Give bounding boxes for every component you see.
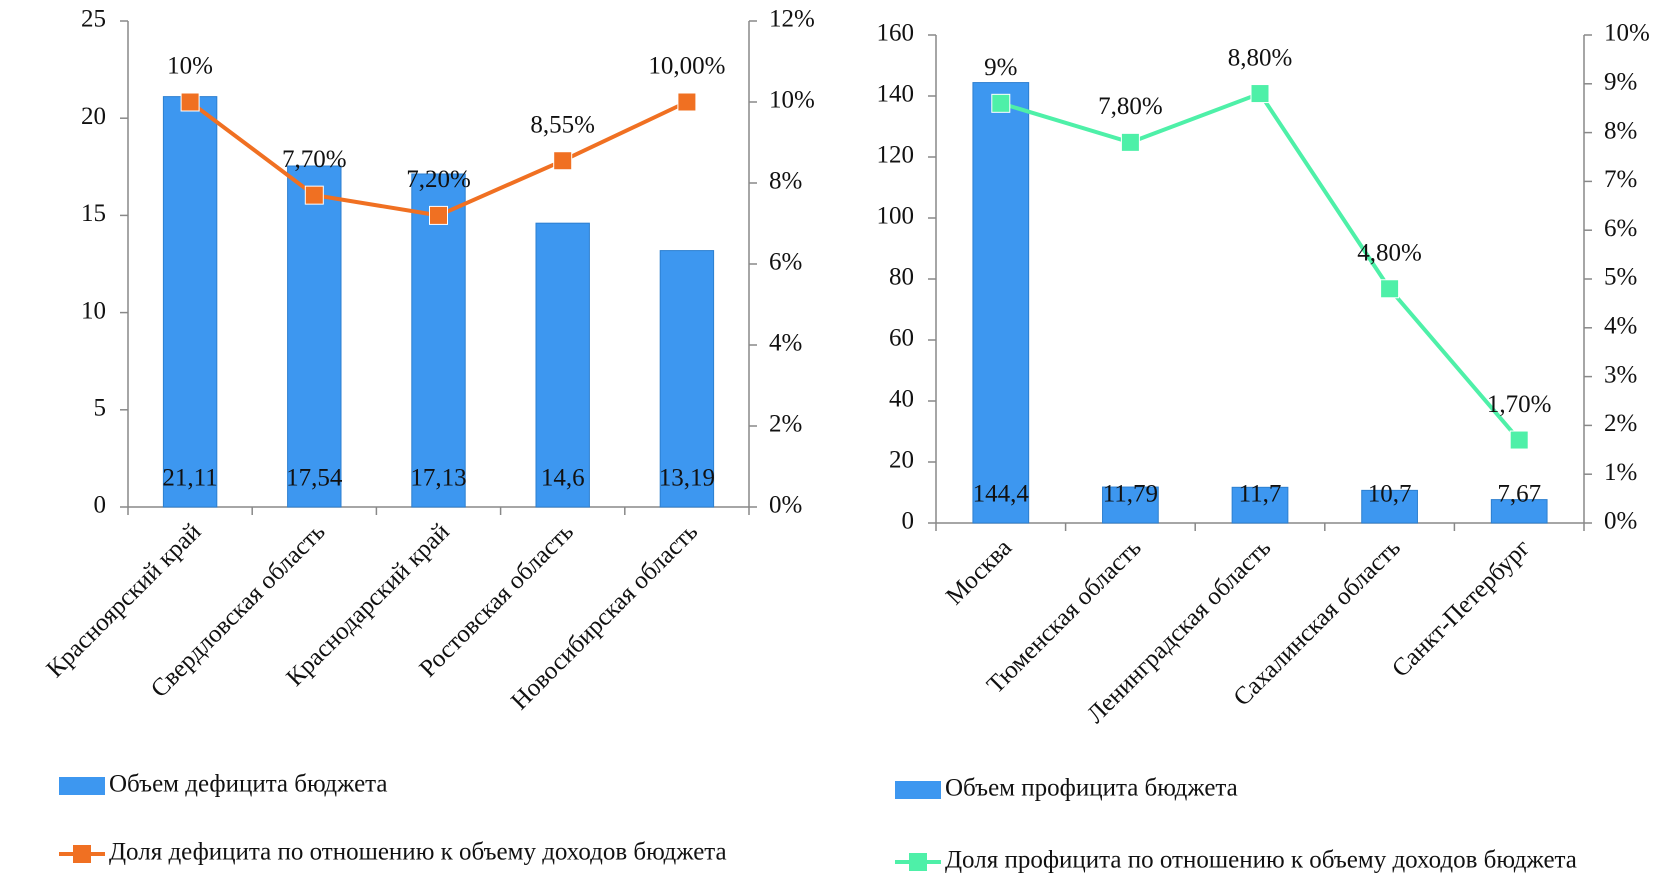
bar-value-label: 17,54: [286, 465, 343, 492]
line-marker: [1380, 279, 1400, 299]
y2-tick-label: 5%: [1604, 264, 1637, 291]
line: [1000, 91, 1521, 442]
bar-value-label: 13,19: [659, 465, 715, 492]
y-tick-label: 0: [902, 508, 915, 535]
y-tick-label: 20: [81, 103, 106, 130]
legend-label: Объем профицита бюджета: [945, 775, 1238, 802]
bar-value-label: 17,13: [410, 465, 466, 492]
bar: [162, 96, 218, 508]
y2-tick-label: 10%: [1604, 20, 1650, 47]
line-value-label: 1,70%: [1487, 391, 1552, 418]
y2-tick-label: 12%: [769, 6, 815, 33]
bar: [535, 222, 590, 508]
y-tick-label: 160: [877, 20, 915, 47]
bar-value-label: 144,4: [973, 481, 1030, 508]
y-tick-label: 80: [889, 264, 914, 291]
y-tick-label: 10: [81, 297, 106, 324]
y-tick-label: 25: [81, 6, 106, 33]
y-tick-label: 100: [877, 203, 915, 230]
y2-tick-label: 1%: [1604, 459, 1637, 486]
y-tick-label: 5: [94, 395, 107, 422]
line-marker: [553, 151, 573, 171]
line-marker: [1120, 132, 1140, 152]
y2-tick-label: 10%: [769, 87, 815, 114]
bar: [1490, 499, 1548, 524]
y2-tick-label: 9%: [1604, 69, 1637, 96]
line-value-label: 10,00%: [648, 53, 725, 80]
y-tick-label: 140: [877, 81, 915, 108]
legend-swatch: [73, 845, 91, 863]
y-tick-label: 0: [94, 492, 107, 519]
line-value-label: 8,80%: [1228, 44, 1293, 71]
legend-label: Доля дефицита по отношению к объему дохо…: [109, 839, 727, 866]
y-tick-label: 120: [877, 142, 915, 169]
line-marker: [677, 92, 697, 112]
y2-tick-label: 8%: [1604, 117, 1637, 144]
bar-value-label: 11,79: [1103, 481, 1158, 508]
y2-tick-label: 4%: [769, 330, 802, 357]
y2-tick-label: 2%: [769, 411, 802, 438]
x-tick-label: Москва: [941, 534, 1017, 610]
line-marker: [429, 205, 448, 225]
line-marker: [180, 92, 200, 112]
y2-tick-label: 7%: [1604, 166, 1637, 193]
legend-swatch: [909, 853, 927, 871]
bar-value-label: 11,7: [1239, 481, 1282, 508]
bar: [1102, 486, 1159, 524]
y-tick-label: 20: [889, 447, 914, 474]
bar-value-label: 14,6: [541, 465, 585, 492]
y-tick-label: 40: [889, 386, 914, 413]
y2-tick-label: 2%: [1604, 410, 1637, 437]
line-value-label: 7,70%: [282, 146, 347, 173]
y2-tick-label: 3%: [1604, 361, 1637, 388]
line-marker: [991, 93, 1011, 113]
y2-tick-label: 8%: [769, 168, 802, 195]
y-tick-label: 15: [81, 200, 106, 227]
bar-value-label: 10,7: [1368, 481, 1412, 508]
bar-value-label: 7,67: [1497, 481, 1541, 508]
bar: [972, 82, 1030, 524]
legend-label: Объем дефицита бюджета: [109, 771, 388, 798]
y2-tick-label: 0%: [1604, 508, 1637, 535]
bar: [287, 165, 342, 508]
y2-tick-label: 6%: [769, 249, 802, 276]
bar: [1231, 486, 1289, 524]
line-marker: [304, 185, 324, 205]
y2-tick-label: 6%: [1604, 215, 1637, 242]
y2-tick-label: 4%: [1604, 313, 1637, 340]
line-marker: [1509, 430, 1529, 450]
bar-value-label: 21,11: [162, 465, 217, 492]
line-value-label: 4,80%: [1357, 239, 1422, 266]
x-tick-label: Санкт-Петербург: [1387, 534, 1535, 682]
line-value-label: 10%: [167, 53, 213, 80]
line-marker: [1250, 84, 1270, 104]
y-tick-label: 60: [889, 325, 914, 352]
bar: [411, 173, 466, 508]
legend-swatch: [59, 777, 105, 795]
line-value-label: 7,20%: [406, 166, 471, 193]
line-value-label: 8,55%: [530, 111, 595, 138]
line-value-label: 7,80%: [1098, 93, 1163, 120]
bar: [659, 250, 715, 508]
line-value-label: 9%: [984, 54, 1017, 81]
legend-label: Доля профицита по отношению к объему дох…: [945, 847, 1577, 874]
y2-tick-label: 0%: [769, 492, 802, 519]
bar: [1361, 489, 1418, 524]
legend-swatch: [895, 781, 941, 799]
